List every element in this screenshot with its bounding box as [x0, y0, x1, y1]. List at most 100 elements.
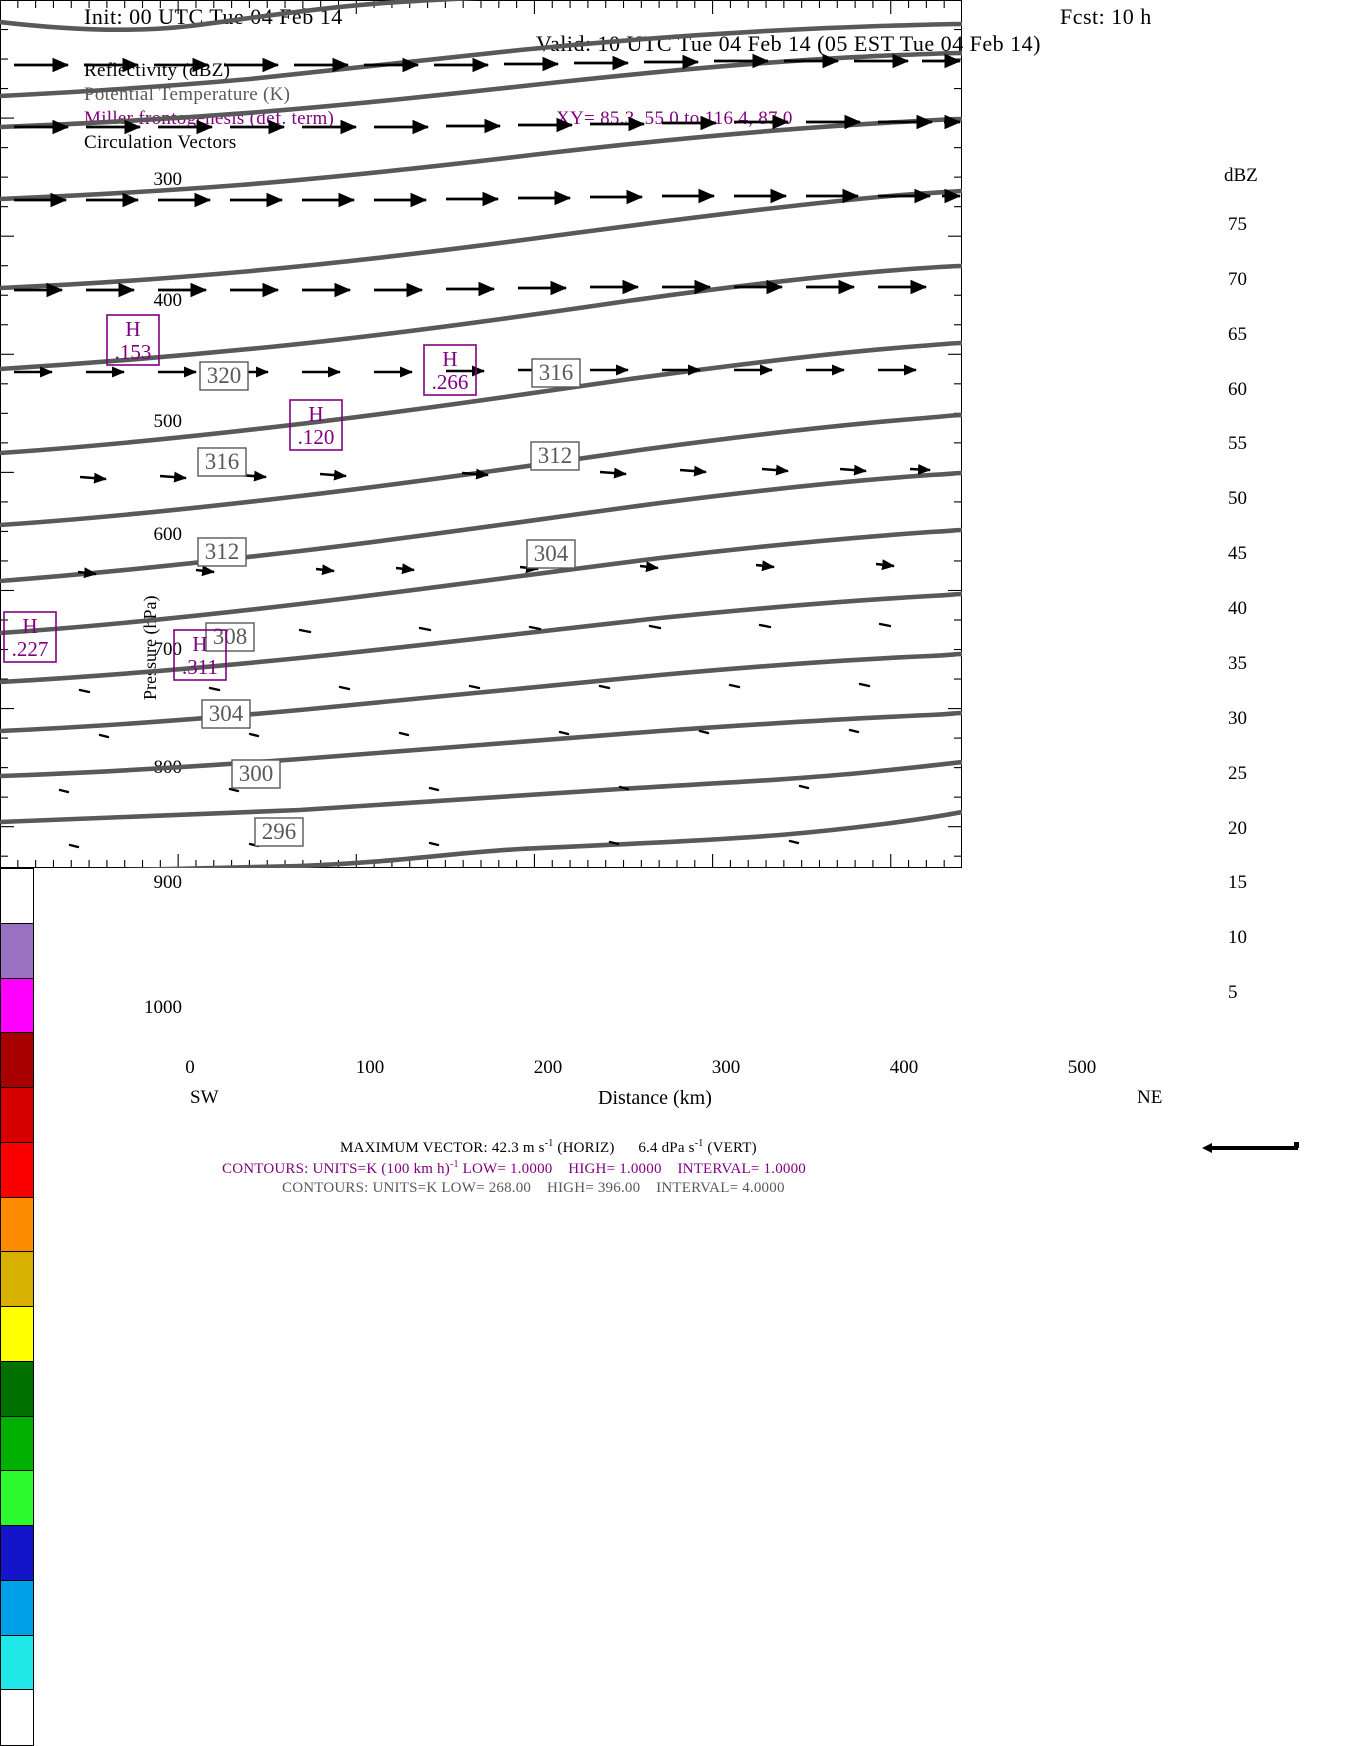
- theta-contour-labels: 3203163163123123083043043002962922882762…: [197, 358, 581, 847]
- colorbar-swatch-65-70: [1, 978, 33, 1034]
- frontogenesis-max-letter: H: [125, 317, 140, 341]
- theta-label-text: 308: [213, 624, 248, 649]
- colorbar-swatch-60-65: [1, 1033, 33, 1088]
- theta-label-box: [231, 759, 281, 789]
- y-tick-600: 600: [153, 524, 183, 545]
- colorbar-tick-70: 70: [1228, 268, 1247, 290]
- max-vector-horiz: 42.3 m s: [491, 1140, 545, 1156]
- frontogenesis-max-letter: H: [22, 614, 37, 638]
- frontogenesis-max-box: [106, 314, 160, 366]
- max-vector-vert: 6.4 dPa s: [638, 1140, 695, 1156]
- colorbar-swatch-10-15: [1, 1580, 33, 1636]
- colorbar-swatch-50-55: [1, 1142, 33, 1198]
- frontogenesis-max-letter: H: [308, 402, 323, 426]
- colorbar-tick-45: 45: [1228, 543, 1247, 565]
- theta-label-text: 316: [539, 360, 574, 385]
- theta-interval-label: INTERVAL=: [656, 1180, 739, 1196]
- frontogenesis-max-box: [173, 629, 227, 681]
- y-tick-300: 300: [153, 169, 183, 190]
- circulation-vectors: [14, 53, 962, 298]
- theta-contours-label: CONTOURS: UNITS=K: [282, 1180, 438, 1196]
- colorbar-swatch-70-75: [1, 923, 33, 979]
- y-tick-400: 400: [153, 290, 183, 311]
- colorbar-swatch-75: [1, 869, 33, 924]
- colorbar-swatch-30-35: [1, 1361, 33, 1417]
- x-tick-0: 0: [185, 1057, 195, 1078]
- theta-label-box: [197, 537, 247, 567]
- frontogenesis-max-value: .153: [115, 340, 152, 364]
- max-vector-vert-tag: (VERT): [707, 1140, 757, 1156]
- forecast-hour-text: Fcst: 10 h: [1060, 4, 1152, 29]
- fronto-interval-label: INTERVAL=: [677, 1161, 760, 1177]
- colorbar-tick-75: 75: [1228, 213, 1247, 235]
- theta-label-text: 296: [262, 819, 297, 844]
- x-axis-start-label: SW: [190, 1087, 219, 1108]
- colorbar-tick-55: 55: [1228, 433, 1247, 455]
- x-tick-100: 100: [355, 1057, 385, 1078]
- theta-label-box: [201, 699, 251, 729]
- theta-label-box: [530, 441, 580, 471]
- theta-contours: [0, 0, 962, 868]
- fronto-low-label: LOW=: [462, 1161, 507, 1177]
- colorbar-tick-50: 50: [1228, 488, 1247, 510]
- max-vector-horiz-tag: (HORIZ): [557, 1140, 615, 1156]
- frontogenesis-max-value: .266: [432, 370, 469, 394]
- x-axis-label: Distance (km): [598, 1087, 712, 1109]
- fronto-contours-label: CONTOURS: UNITS=K (100 km h): [222, 1161, 450, 1177]
- cross-section-plot[interactable]: 3203163163123123083043043002962922882762…: [0, 0, 962, 868]
- theta-high-value: 396.00: [597, 1180, 641, 1196]
- axis-ticks: [0, 0, 962, 868]
- colorbar-swatch-45-50: [1, 1197, 33, 1253]
- colorbar-tick-65: 65: [1228, 323, 1247, 345]
- colorbar-tick-25: 25: [1228, 762, 1247, 784]
- colorbar-swatch-20-25: [1, 1471, 33, 1526]
- theta-label-box: [531, 358, 581, 388]
- y-tick-500: 500: [153, 411, 183, 432]
- colorbar-swatch-35-40: [1, 1307, 33, 1362]
- x-axis-end-label: NE: [1137, 1087, 1163, 1108]
- theta-label-text: 304: [534, 541, 569, 566]
- theta-label-text: 312: [538, 443, 573, 468]
- x-tick-500: 500: [1067, 1057, 1097, 1078]
- colorbar-tick-30: 30: [1228, 707, 1247, 729]
- x-tick-300: 300: [711, 1057, 741, 1078]
- theta-label-box: [254, 817, 304, 847]
- theta-label-text: 320: [207, 363, 242, 388]
- fronto-interval-value: 1.0000: [763, 1161, 806, 1177]
- frontogenesis-contour-caption: CONTOURS: UNITS=K (100 km h)-1 LOW= 1.00…: [222, 1159, 806, 1178]
- theta-label-text: 304: [209, 701, 244, 726]
- theta-label-box: [197, 447, 247, 477]
- reflectivity-colorbar[interactable]: [0, 868, 34, 1746]
- fronto-low-value: 1.0000: [510, 1161, 553, 1177]
- frontogenesis-max-value: .227: [12, 637, 49, 661]
- colorbar-tick-10: 10: [1228, 927, 1247, 949]
- colorbar-swatch-5: [1, 1690, 33, 1745]
- frontogenesis-max-value: .120: [298, 425, 335, 449]
- field-label-vectors: Circulation Vectors: [84, 132, 237, 153]
- max-vector-horiz-exp: -1: [544, 1138, 554, 1149]
- max-vector-label: MAXIMUM VECTOR:: [340, 1140, 488, 1156]
- frontogenesis-max-letter: H: [192, 632, 207, 656]
- y-tick-900: 900: [153, 872, 183, 893]
- theta-low-label: LOW=: [441, 1180, 485, 1196]
- y-tick-1000: 1000: [144, 997, 182, 1018]
- theta-label-box: [199, 361, 249, 391]
- colorbar-swatch-55-60: [1, 1088, 33, 1143]
- frontogenesis-max-value: .311: [182, 655, 218, 679]
- frontogenesis-max-box: [289, 399, 343, 451]
- fronto-contours-exp: -1: [449, 1159, 459, 1170]
- y-tick-700: 700: [153, 639, 183, 660]
- max-vector-caption: MAXIMUM VECTOR: 42.3 m s-1 (HORIZ) 6.4 d…: [340, 1138, 757, 1157]
- theta-label-text: 316: [205, 449, 240, 474]
- colorbar-unit-label: dBZ: [1224, 165, 1258, 186]
- colorbar-tick-20: 20: [1228, 817, 1247, 839]
- x-tick-400: 400: [889, 1057, 919, 1078]
- theta-interval-value: 4.0000: [742, 1180, 785, 1196]
- theta-low-value: 268.00: [488, 1180, 532, 1196]
- x-tick-200: 200: [533, 1057, 563, 1078]
- fronto-high-label: HIGH=: [568, 1161, 616, 1177]
- theta-label-box: [205, 622, 255, 652]
- plot-canvas: 3203163163123123083043043002962922882762…: [0, 0, 962, 868]
- fronto-high-value: 1.0000: [619, 1161, 662, 1177]
- colorbar-swatch-15-20: [1, 1526, 33, 1581]
